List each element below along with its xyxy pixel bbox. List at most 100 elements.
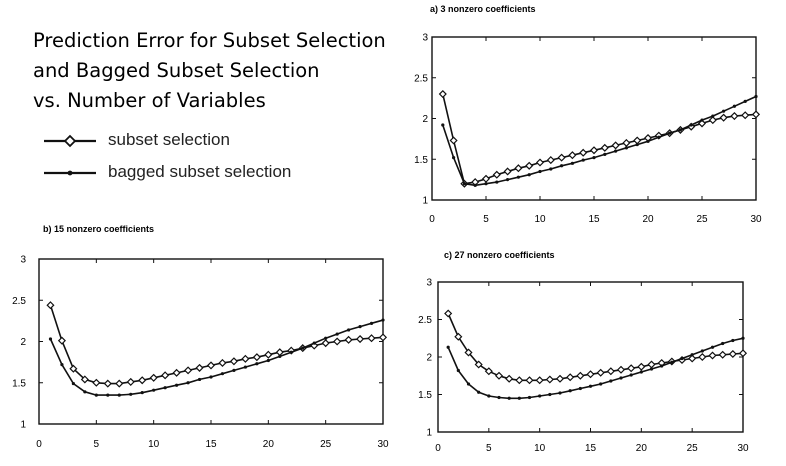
data-point-dot: [614, 149, 618, 153]
data-point-dot: [649, 367, 654, 371]
x-tick-label: 0: [435, 443, 441, 454]
data-point-dot: [568, 389, 572, 393]
data-point-diamond: [525, 376, 534, 385]
y-tick-label: 1: [426, 428, 432, 439]
data-point-dot: [690, 353, 694, 357]
x-tick-label: 0: [429, 214, 435, 225]
y-tick-label: 3: [426, 278, 432, 289]
data-point-diamond: [688, 354, 697, 363]
data-point-dot: [477, 390, 481, 394]
y-tick-label: 2.5: [414, 73, 428, 84]
data-point-dot: [657, 135, 661, 139]
data-point-diamond: [172, 368, 181, 377]
data-point-dot: [446, 345, 450, 349]
data-point-dot: [527, 395, 532, 400]
y-tick-label: 1: [20, 420, 26, 431]
data-point-diamond: [535, 376, 544, 385]
data-point-diamond: [149, 373, 158, 382]
data-point-dot: [711, 114, 715, 118]
data-point-diamond: [484, 367, 493, 376]
series-line-small-dot: [447, 337, 744, 400]
data-point-dot: [629, 373, 633, 377]
data-point-dot: [255, 362, 259, 366]
data-point-dot: [106, 393, 110, 397]
data-point-diamond: [344, 335, 353, 344]
figure-title-line: vs. Number of Variables: [33, 89, 266, 112]
data-point-diamond: [622, 138, 631, 147]
y-tick-label: 2: [426, 353, 432, 364]
data-point-diamond: [568, 151, 577, 160]
x-tick-label: 10: [534, 443, 546, 454]
data-point-diamond: [69, 364, 78, 373]
data-point-diamond: [195, 363, 204, 372]
data-point-diamond: [367, 334, 376, 343]
data-point-dot: [732, 104, 737, 108]
y-tick-label: 1.5: [418, 390, 432, 401]
data-point-diamond: [586, 370, 595, 379]
data-point-dot: [324, 336, 328, 340]
x-tick-label: 5: [94, 439, 100, 450]
data-point-diamond: [92, 378, 101, 387]
data-point-diamond: [494, 371, 504, 380]
data-point-dot: [599, 382, 603, 386]
data-point-diamond: [492, 170, 501, 179]
y-tick-label: 1.5: [12, 378, 26, 389]
panel-title: b) 15 nonzero coefficients: [43, 224, 154, 234]
series-line-open-diamond: [447, 313, 744, 382]
data-point-dot: [668, 131, 672, 135]
data-point-diamond: [576, 371, 585, 380]
data-point-dot: [347, 328, 351, 332]
data-point-diamond: [611, 141, 620, 150]
data-point-dot: [466, 382, 471, 386]
x-tick-label: 15: [205, 439, 217, 450]
data-point-diamond: [481, 174, 491, 183]
x-tick-label: 25: [696, 214, 708, 225]
data-point-diamond: [474, 360, 483, 369]
data-point-diamond: [708, 351, 717, 360]
data-point-diamond: [126, 377, 135, 386]
data-point-dot: [487, 394, 491, 398]
data-point-diamond: [138, 376, 147, 385]
legend-dot-line-icon: [44, 170, 96, 176]
data-point-dot: [646, 139, 650, 143]
data-point-dot: [538, 394, 542, 398]
panel-title: c) 27 nonzero coefficients: [444, 250, 555, 260]
data-point-dot: [369, 321, 374, 325]
series-line-small-dot: [442, 95, 757, 187]
x-tick-label: 20: [263, 439, 275, 450]
data-point-diamond: [647, 360, 656, 369]
x-tick-label: 20: [636, 443, 648, 454]
data-point-dot: [232, 368, 236, 372]
data-point-diamond: [616, 365, 626, 374]
x-tick-label: 10: [534, 214, 546, 225]
data-point-dot: [94, 393, 98, 397]
data-point-dot: [743, 99, 747, 103]
data-point-dot: [175, 383, 179, 387]
data-point-diamond: [751, 110, 761, 119]
x-tick-label: 15: [585, 443, 597, 454]
data-point-diamond: [115, 379, 124, 388]
data-point-dot: [441, 123, 445, 127]
data-point-diamond: [738, 349, 748, 358]
y-tick-label: 1: [422, 196, 428, 207]
data-point-diamond: [206, 361, 216, 370]
figure-title-line: Prediction Error for Subset Selection: [33, 29, 386, 52]
data-point-dot: [527, 173, 531, 177]
legend-label: subset selection: [108, 130, 230, 149]
data-point-dot: [456, 368, 460, 373]
data-point-dot: [497, 395, 501, 400]
data-point-dot: [731, 338, 735, 343]
data-point-diamond: [728, 349, 737, 359]
data-point-dot: [660, 364, 664, 368]
x-tick-label: 5: [483, 214, 489, 225]
legend-open-diamond-line-icon: [44, 134, 96, 148]
data-point-dot: [588, 384, 593, 388]
data-point-diamond: [378, 333, 388, 342]
y-tick-label: 1.5: [414, 155, 428, 166]
x-tick-label: 5: [486, 443, 492, 454]
data-point-diamond: [229, 357, 238, 366]
data-point-dot: [335, 332, 339, 336]
data-point-diamond: [333, 337, 342, 346]
data-point-diamond: [46, 301, 55, 310]
data-point-diamond: [546, 156, 555, 165]
